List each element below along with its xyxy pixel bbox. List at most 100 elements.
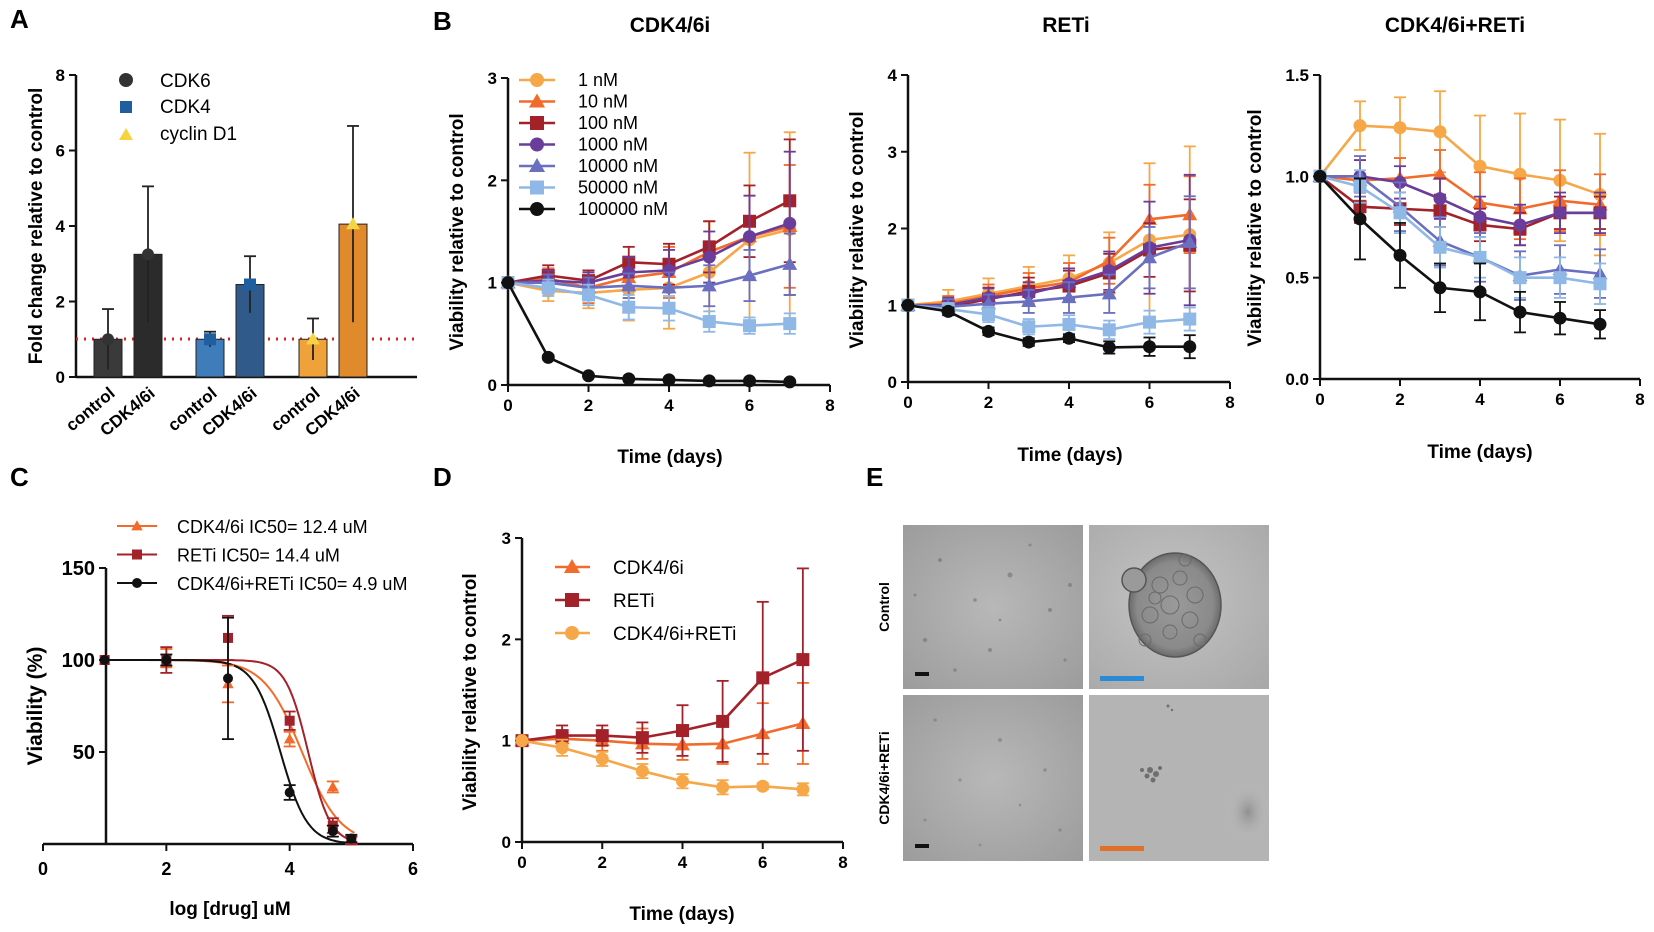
series-line-10000-nm bbox=[907, 241, 1191, 309]
y-tick-label-b1-1: 1 bbox=[488, 274, 497, 293]
c-x-tick-label-2: 4 bbox=[285, 859, 295, 879]
data-point-50000-nm bbox=[541, 281, 555, 295]
c-x-tick-label-1: 2 bbox=[161, 859, 171, 879]
data-point-cdk4-6i-reti bbox=[515, 734, 529, 748]
data-point-100000-nm bbox=[982, 324, 995, 338]
legend-marker-50000-nm bbox=[530, 180, 544, 195]
legend-label-10-nm: 10 nM bbox=[578, 92, 628, 112]
y-tick-label-b2-3: 3 bbox=[888, 143, 897, 162]
data-point-100000-nm bbox=[541, 350, 555, 364]
legend-label-cdk4-6i-reti: CDK4/6i+RETi bbox=[613, 624, 736, 645]
y-tick-label-b1-3: 3 bbox=[488, 69, 497, 88]
data-point-50000-nm bbox=[1433, 240, 1447, 254]
panel-b3-x-label: Time (days) bbox=[1427, 442, 1532, 463]
legend-label-cdk4: CDK4 bbox=[160, 97, 211, 118]
y-tick-label-b3-0: 0.0 bbox=[1285, 370, 1309, 389]
x-tick-label-b2-0: 0 bbox=[903, 393, 912, 412]
legend-marker-cdk6 bbox=[119, 73, 133, 87]
data-point-cdk4-6i-reti bbox=[635, 764, 649, 778]
panel-d-legend: CDK4/6i RETi CDK4/6i+RETi bbox=[555, 558, 736, 645]
data-point-100000-nm bbox=[1102, 340, 1116, 354]
data-point-reti bbox=[635, 731, 649, 745]
a-y-tick-label-4: 8 bbox=[56, 66, 65, 85]
legend-marker-cyclin-d1 bbox=[119, 128, 133, 140]
legend-label-2: CDK4/6i+RETi IC50= 4.9 uM bbox=[177, 574, 407, 594]
legend-marker-100000-nm bbox=[530, 202, 544, 216]
series-line-cdk4-6i-reti bbox=[521, 739, 803, 791]
data-point-1000-nm bbox=[622, 265, 636, 279]
data-point-cdk4-6i-reti bbox=[756, 779, 770, 793]
panel-b2-title: RETi bbox=[1042, 14, 1089, 37]
a-y-tick-label-0: 0 bbox=[56, 368, 65, 387]
data-point-100000-nm bbox=[702, 374, 716, 388]
c-y-tick-label-2: 150 bbox=[62, 558, 95, 580]
data-point-50000-nm bbox=[582, 288, 595, 302]
data-point-100000-nm bbox=[1062, 331, 1076, 345]
panel-c-y-label: Viability (%) bbox=[24, 647, 47, 766]
data-point-1000-nm bbox=[1593, 206, 1607, 220]
data-point-reti bbox=[756, 671, 770, 685]
data-point-50000-nm bbox=[982, 307, 995, 321]
y-tick-label-b3-2: 1.0 bbox=[1285, 167, 1309, 186]
data-point-50000-nm bbox=[1593, 277, 1607, 291]
c-x-tick-label-0: 0 bbox=[38, 859, 48, 879]
bar-marker bbox=[142, 248, 154, 261]
y-tick-label-d-2: 2 bbox=[502, 630, 511, 649]
data-point-10-nm bbox=[1432, 166, 1448, 180]
legend-label-1000-nm: 1000 nM bbox=[578, 135, 648, 155]
series-line-50000-nm bbox=[1319, 175, 1601, 286]
y-tick-label-b2-0: 0 bbox=[888, 373, 897, 392]
x-tick-label-b2-3: 6 bbox=[1145, 393, 1154, 412]
panel-label-a: A bbox=[10, 4, 29, 34]
x-tick-label-b3-3: 6 bbox=[1555, 390, 1564, 409]
data-point-10000-nm bbox=[1021, 293, 1037, 308]
panel-e-row-label-treated: CDK4/6i+RETi bbox=[876, 731, 892, 825]
series-line-100-nm bbox=[507, 199, 791, 284]
x-tick-label-d-4: 8 bbox=[838, 853, 847, 872]
legend-marker-10-nm bbox=[528, 93, 546, 108]
c-y-tick-label-1: 100 bbox=[62, 650, 95, 672]
data-point-50000-nm bbox=[622, 300, 636, 314]
a-y-tick-label-3: 6 bbox=[56, 142, 65, 161]
data-point-50000-nm bbox=[1553, 271, 1567, 285]
data-point-100000-nm bbox=[1183, 340, 1197, 354]
data-point-10000-nm bbox=[1142, 250, 1157, 264]
legend-marker-cdk4-6i-reti bbox=[565, 626, 579, 640]
scale-bar-black-2 bbox=[915, 844, 929, 848]
scale-bar-black-1 bbox=[915, 672, 929, 676]
legend-marker-1000-nm bbox=[530, 137, 544, 152]
y-tick-label-d-3: 3 bbox=[502, 529, 511, 548]
series-cdk4-6i-reti bbox=[515, 734, 810, 797]
legend-marker-0 bbox=[131, 520, 143, 531]
data-point-10000-nm bbox=[1182, 234, 1198, 248]
series-line-100000-nm bbox=[907, 303, 1190, 349]
legend-marker-cdk4 bbox=[120, 101, 132, 113]
bar-marker bbox=[244, 278, 256, 291]
x-tick-label-b1-1: 2 bbox=[584, 396, 593, 415]
y-tick-label-b1-2: 2 bbox=[488, 171, 497, 190]
series-line-10000-nm bbox=[508, 262, 791, 290]
panel-label-d: D bbox=[433, 462, 452, 492]
data-point-100000-nm bbox=[941, 304, 955, 318]
y-tick-label-b2-2: 2 bbox=[888, 220, 897, 239]
series-line-100000-nm bbox=[506, 282, 790, 384]
panel-b1-title: CDK4/6i bbox=[630, 14, 711, 37]
data-point-50000-nm bbox=[1473, 250, 1487, 264]
panel-e-row-label-control: Control bbox=[876, 582, 892, 632]
micrograph-treated-high-mag bbox=[1089, 695, 1270, 861]
legend-marker-1 bbox=[132, 549, 142, 560]
y-tick-label-d-0: 0 bbox=[502, 833, 511, 852]
series-line-1000-nm bbox=[507, 222, 791, 284]
panel-d-x-label: Time (days) bbox=[629, 904, 734, 925]
legend-label-1: RETi IC50= 14.4 uM bbox=[177, 546, 340, 566]
data-point-50000-nm bbox=[702, 315, 716, 329]
data-point-1000-nm bbox=[702, 250, 716, 264]
data-point-100000-nm bbox=[1313, 169, 1327, 183]
data-point-50000-nm bbox=[1183, 312, 1197, 326]
data-point-1-nm bbox=[1433, 125, 1447, 139]
legend-label-1-nm: 1 nM bbox=[578, 70, 618, 90]
data-point-1000-nm bbox=[1433, 192, 1447, 206]
series-line-reti bbox=[521, 658, 804, 742]
legend-marker-2 bbox=[132, 578, 142, 588]
